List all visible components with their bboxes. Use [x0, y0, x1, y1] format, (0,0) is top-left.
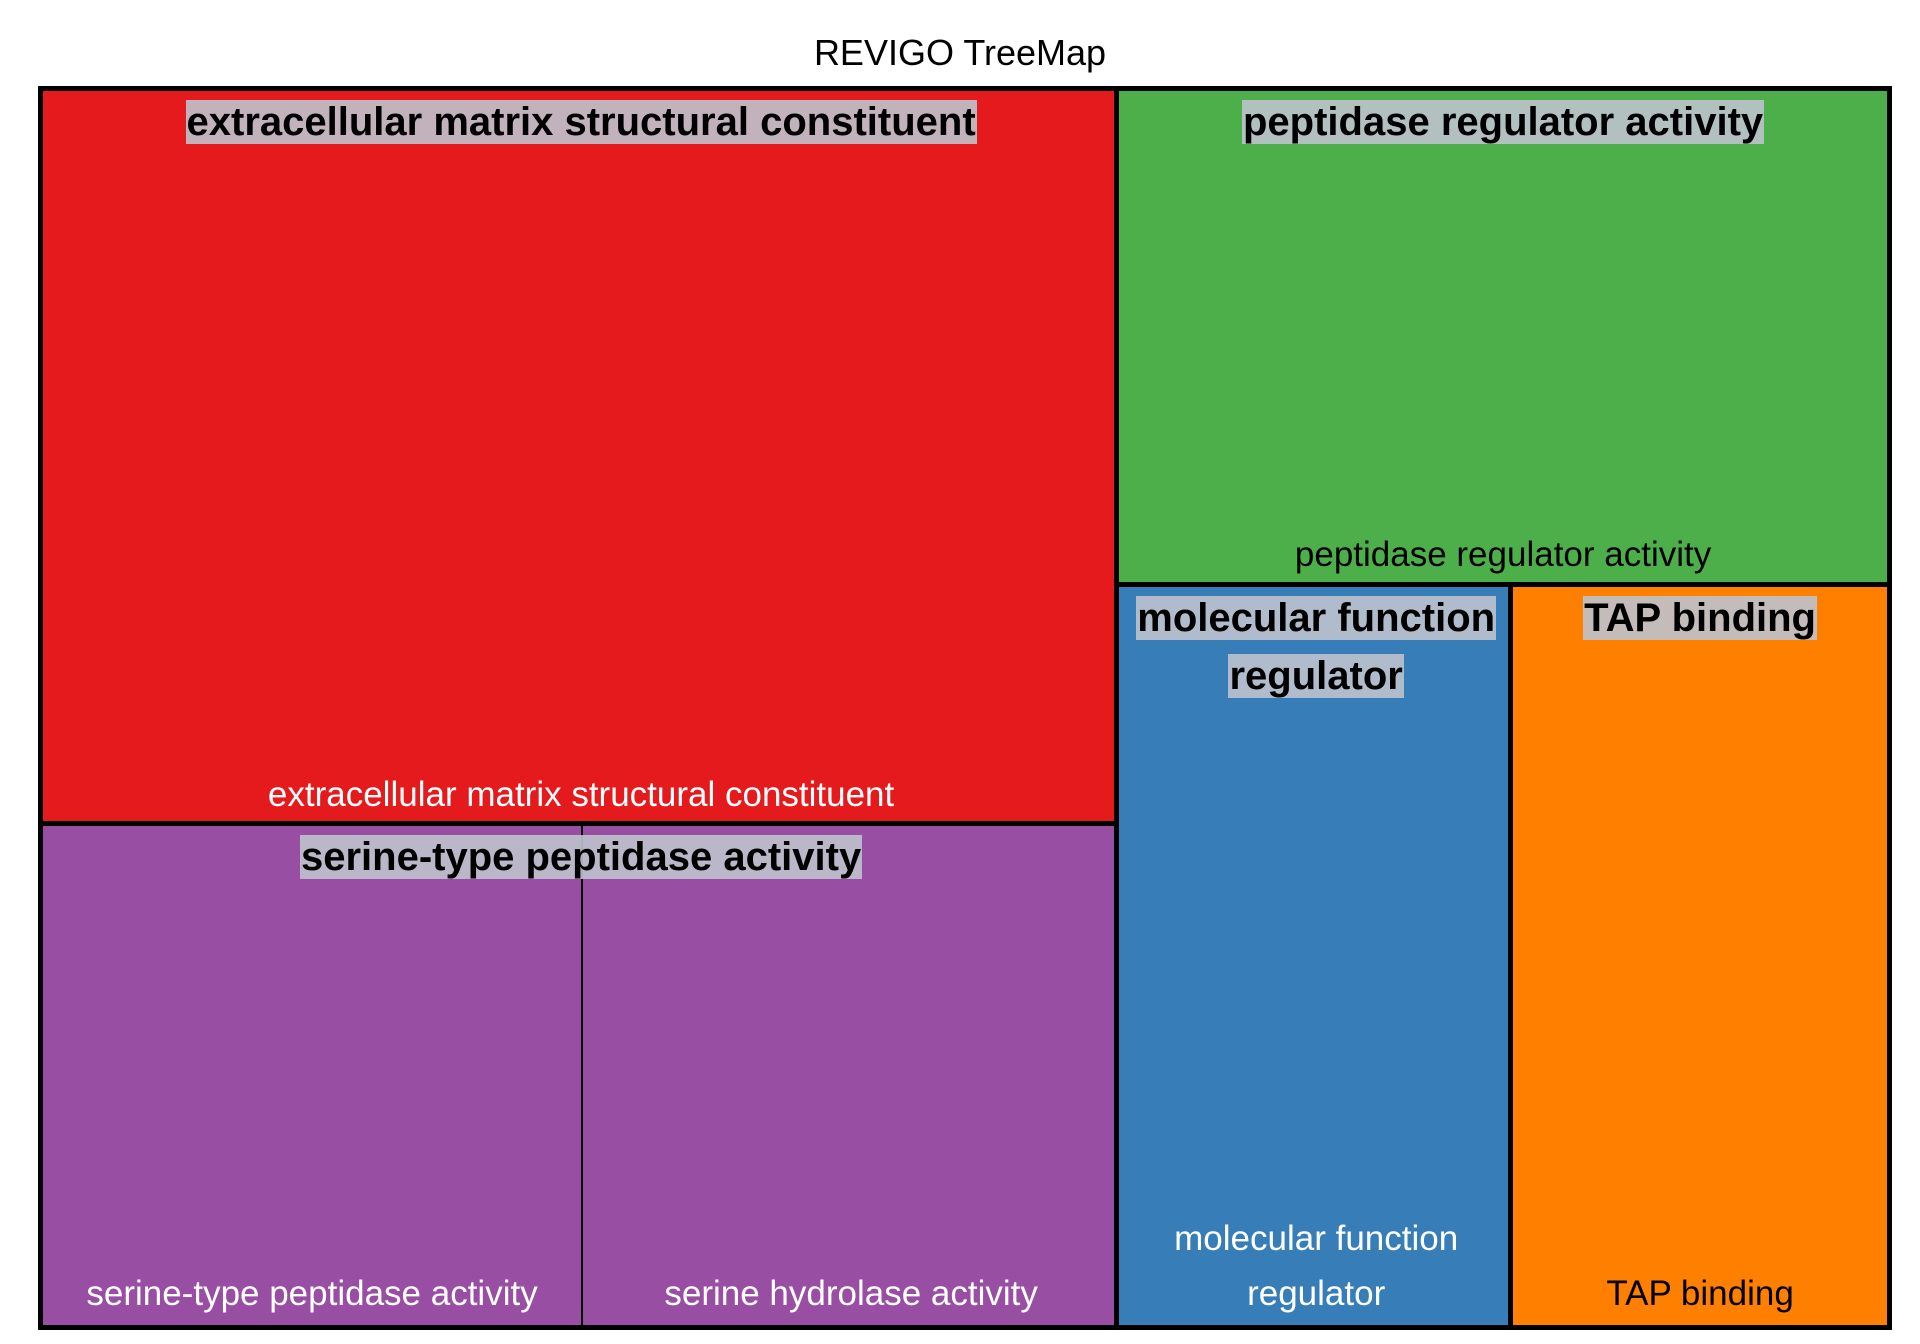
group-serine-type-peptidase-activity: serine-type peptidase activity: [38, 820, 1125, 1330]
group-label: peptidase regulator activity: [1241, 100, 1765, 144]
group-label: molecular function regulator: [1136, 595, 1497, 698]
chart-title: REVIGO TreeMap: [813, 32, 1107, 73]
tile-label: extracellular matrix structural constitu…: [267, 774, 895, 814]
tile-extracellular-matrix-structural-constituent: extracellular matrix structural constitu…: [43, 91, 1120, 826]
tile-label: TAP binding: [1606, 1273, 1794, 1313]
tile-tap-binding: TAP binding: [1513, 586, 1887, 1325]
group-tap-binding: TAP binding: [1508, 581, 1892, 1330]
tile-serine-type-peptidase-activity: serine-type peptidase activity: [43, 825, 582, 1325]
tile-label: peptidase regulator activity: [1294, 535, 1712, 575]
tile-serine-hydrolase-activity: serine hydrolase activity: [581, 825, 1120, 1325]
group-peptidase-regulator-activity: peptidase regulator activity: [1114, 86, 1892, 592]
group-extracellular-matrix-structural-constituent: extracellular matrix structural constitu…: [38, 86, 1125, 831]
tile-label: molecular function regulator: [1174, 1219, 1459, 1313]
tile-label: serine-type peptidase activity: [86, 1273, 538, 1313]
treemap-plot-area: extracellular matrix structural constitu…: [38, 86, 1892, 1330]
tile-molecular-function-regulator: molecular function regulator: [1119, 586, 1514, 1325]
group-label: extracellular matrix structural constitu…: [185, 100, 977, 144]
tile-peptidase-regulator-activity: peptidase regulator activity: [1119, 91, 1887, 587]
group-label: TAP binding: [1583, 595, 1817, 640]
group-molecular-function-regulator: molecular function regulator: [1114, 581, 1519, 1330]
group-label: serine-type peptidase activity: [299, 834, 863, 879]
tile-label: serine hydrolase activity: [664, 1273, 1038, 1313]
